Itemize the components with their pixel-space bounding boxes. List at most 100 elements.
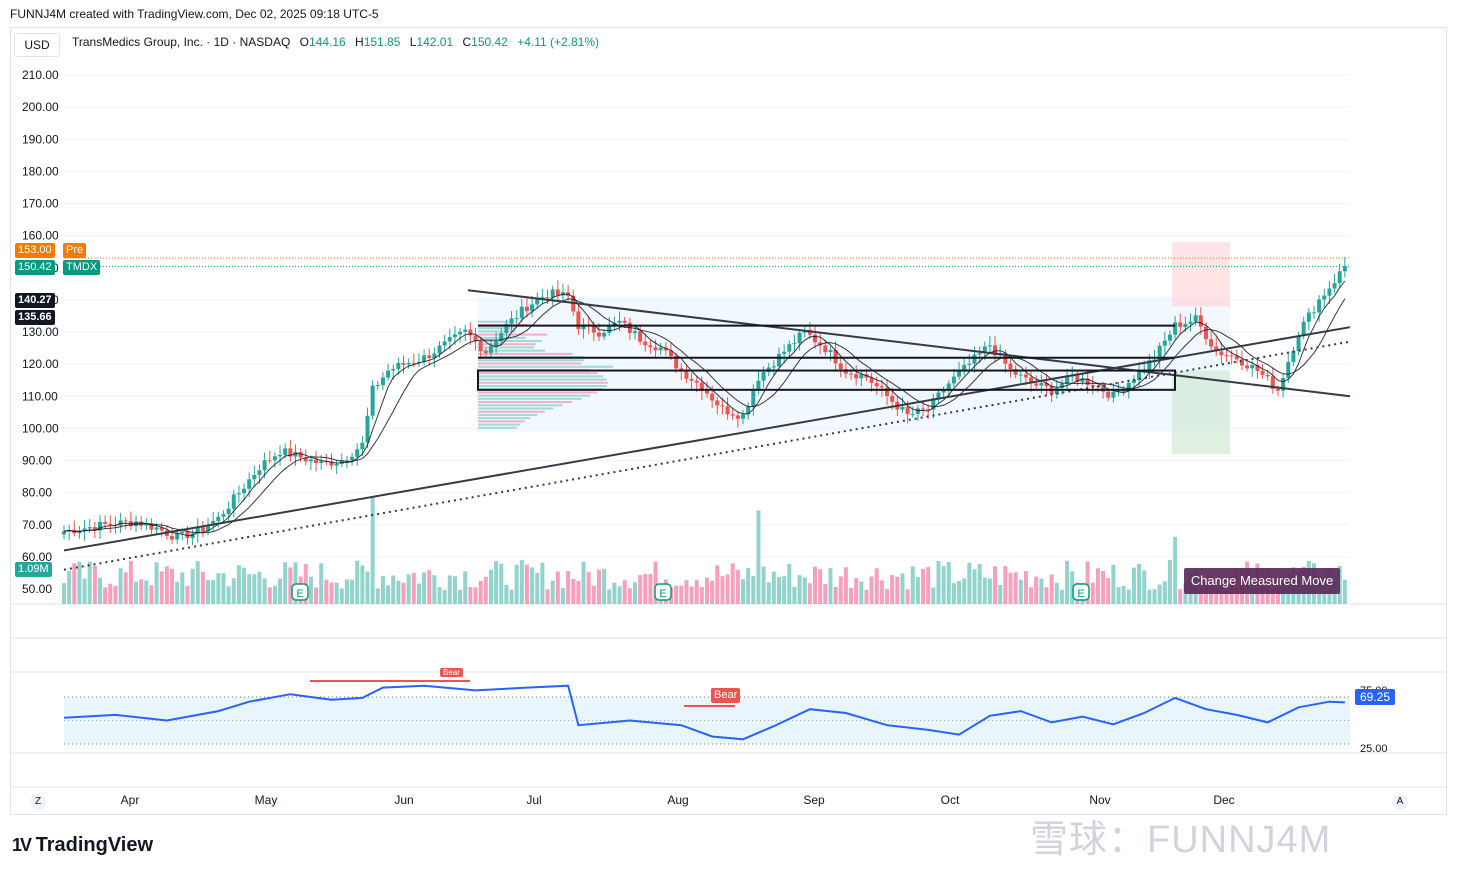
volume-profile-bar [478, 350, 545, 352]
candle-body [1111, 392, 1115, 398]
volume-bar [103, 587, 107, 604]
volume-bar [124, 572, 128, 604]
candle-body [535, 299, 539, 304]
x-tick-label: Aug [667, 793, 688, 807]
volume-profile-bar [478, 424, 520, 426]
x-tick-label: Jun [394, 793, 413, 807]
candle-body [299, 452, 303, 458]
candle-body [839, 363, 843, 369]
volume-bar [129, 561, 133, 604]
volume-bar [762, 567, 766, 604]
x-tick-label: Jul [526, 793, 541, 807]
volume-bar [309, 577, 313, 604]
volume-bar [108, 584, 112, 604]
volume-bar [391, 576, 395, 604]
candle-body [1276, 389, 1280, 391]
volume-bar [206, 580, 210, 604]
volume-profile-bar [478, 327, 516, 329]
candle-body [1307, 313, 1311, 322]
volume-bar [756, 510, 760, 604]
candle-body [124, 520, 128, 521]
y-tick-label: 180.00 [22, 164, 59, 178]
volume-bar [648, 574, 652, 604]
volume-bar [700, 587, 704, 604]
candle-body [1317, 300, 1321, 313]
volume-bar [484, 577, 488, 604]
volume-bar [93, 566, 97, 604]
candle-body [900, 407, 904, 410]
volume-bar [247, 574, 251, 604]
volume-bar [859, 581, 863, 604]
candle-body [597, 333, 601, 337]
level2-badge: 135.66 [15, 310, 55, 325]
earnings-marker-may-label: E [296, 588, 303, 600]
volume-bar [643, 574, 647, 604]
candle-body [355, 449, 359, 457]
candle-body [659, 348, 663, 351]
volume-bar [273, 586, 277, 604]
volume-bar [674, 586, 678, 604]
candle-body [792, 343, 796, 344]
volume-bar [196, 561, 200, 604]
volume-bar [371, 496, 375, 604]
candle-body [427, 355, 431, 358]
auto-scale-button[interactable]: A [1392, 794, 1408, 810]
volume-bar [402, 583, 406, 604]
volume-bar [936, 561, 940, 604]
volume-bar [432, 575, 436, 604]
volume-bar [257, 572, 261, 604]
volume-bar [474, 587, 478, 604]
candle-body [813, 335, 817, 343]
candle-body [602, 333, 606, 337]
candle-body [885, 388, 889, 396]
volume-bar [947, 562, 951, 604]
volume-bar [504, 585, 508, 604]
candle-body [62, 531, 66, 534]
volume-bar [690, 587, 694, 604]
volume-bar [767, 582, 771, 604]
candle-body [1338, 271, 1342, 283]
candle-body [741, 414, 745, 418]
y-tick-label: 110.00 [22, 389, 58, 403]
volume-bar [191, 569, 195, 604]
volume-bar [1158, 585, 1162, 604]
volume-bar [510, 590, 514, 604]
candle-body [515, 318, 519, 319]
rsi-value-badge: 69.25 [1355, 689, 1395, 705]
volume-bar [314, 587, 318, 604]
volume-bar [180, 572, 184, 604]
candle-body [690, 379, 694, 381]
candle-body [1312, 312, 1316, 313]
volume-bar [499, 564, 503, 604]
candle-body [458, 332, 462, 335]
candle-body [365, 416, 369, 443]
volume-bar [782, 576, 786, 604]
zoom-button[interactable]: Z [30, 794, 46, 810]
y-tick-label: 170.00 [22, 197, 59, 211]
volume-bar [252, 574, 256, 604]
volume-profile-bar [478, 363, 581, 365]
candle-body [772, 366, 776, 367]
candle-body [386, 371, 390, 378]
candle-body [273, 456, 277, 460]
volume-bar [165, 566, 169, 604]
x-tick-label: Nov [1089, 793, 1110, 807]
candle-body [463, 330, 467, 332]
volume-bar [1039, 579, 1043, 604]
y-tick-label: 190.00 [22, 132, 59, 146]
candle-body [263, 460, 267, 470]
y-tick-label: 90.00 [22, 454, 52, 468]
y-tick-label: 100.00 [22, 421, 59, 435]
volume-bar [396, 581, 400, 604]
measured-move-label[interactable]: Change Measured Move [1184, 568, 1340, 594]
candle-body [283, 448, 287, 455]
volume-bar [1050, 574, 1054, 604]
y-tick-label: 130.00 [22, 325, 59, 339]
volume-bar [895, 577, 899, 604]
volume-profile-bar [478, 366, 613, 368]
volume-bar [170, 569, 174, 604]
y-tick-label: 160.00 [22, 229, 59, 243]
volume-bar [463, 571, 467, 604]
volume-bar [900, 574, 904, 604]
